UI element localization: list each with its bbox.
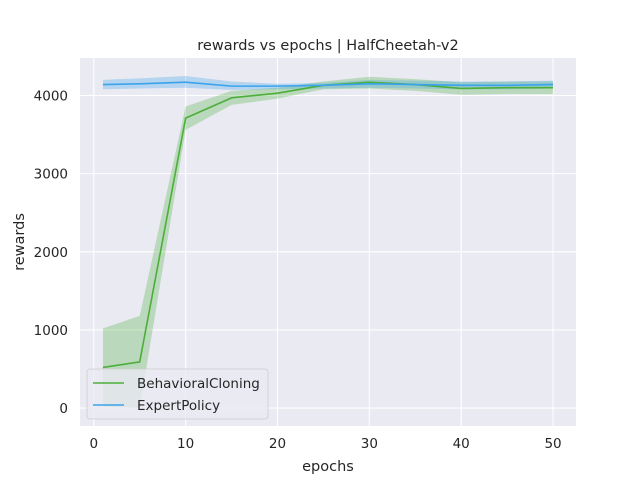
- legend-box: [86, 368, 269, 420]
- grid: [80, 58, 576, 426]
- x-tick-label: 30: [361, 436, 378, 452]
- y-tick-labels: 0 1000 2000 3000 4000: [34, 89, 68, 418]
- x-axis-label: epochs: [302, 459, 354, 475]
- x-tick-label: 40: [453, 436, 470, 452]
- y-tick-label: 4000: [34, 89, 68, 105]
- series-lines: [102, 81, 554, 369]
- x-tick-label: 0: [89, 436, 98, 452]
- legend-label-behavioral-cloning: BehavioralCloning: [137, 376, 260, 392]
- x-tick-label: 20: [269, 436, 286, 452]
- chart-title: rewards vs epochs | HalfCheetah-v2: [197, 38, 458, 54]
- x-tick-label: 10: [177, 436, 194, 452]
- y-tick-label: 1000: [34, 323, 68, 339]
- line-expert-policy: [102, 81, 554, 87]
- legend-label-expert-policy: ExpertPolicy: [137, 398, 220, 414]
- y-axis-label: rewards: [12, 213, 28, 271]
- x-tick-labels: 0 10 20 30 40 50: [89, 436, 561, 452]
- x-tick-label: 50: [544, 436, 561, 452]
- legend: BehavioralCloning ExpertPolicy: [86, 368, 269, 420]
- y-tick-label: 0: [59, 401, 68, 417]
- y-tick-label: 3000: [34, 167, 68, 183]
- y-tick-label: 2000: [34, 245, 68, 261]
